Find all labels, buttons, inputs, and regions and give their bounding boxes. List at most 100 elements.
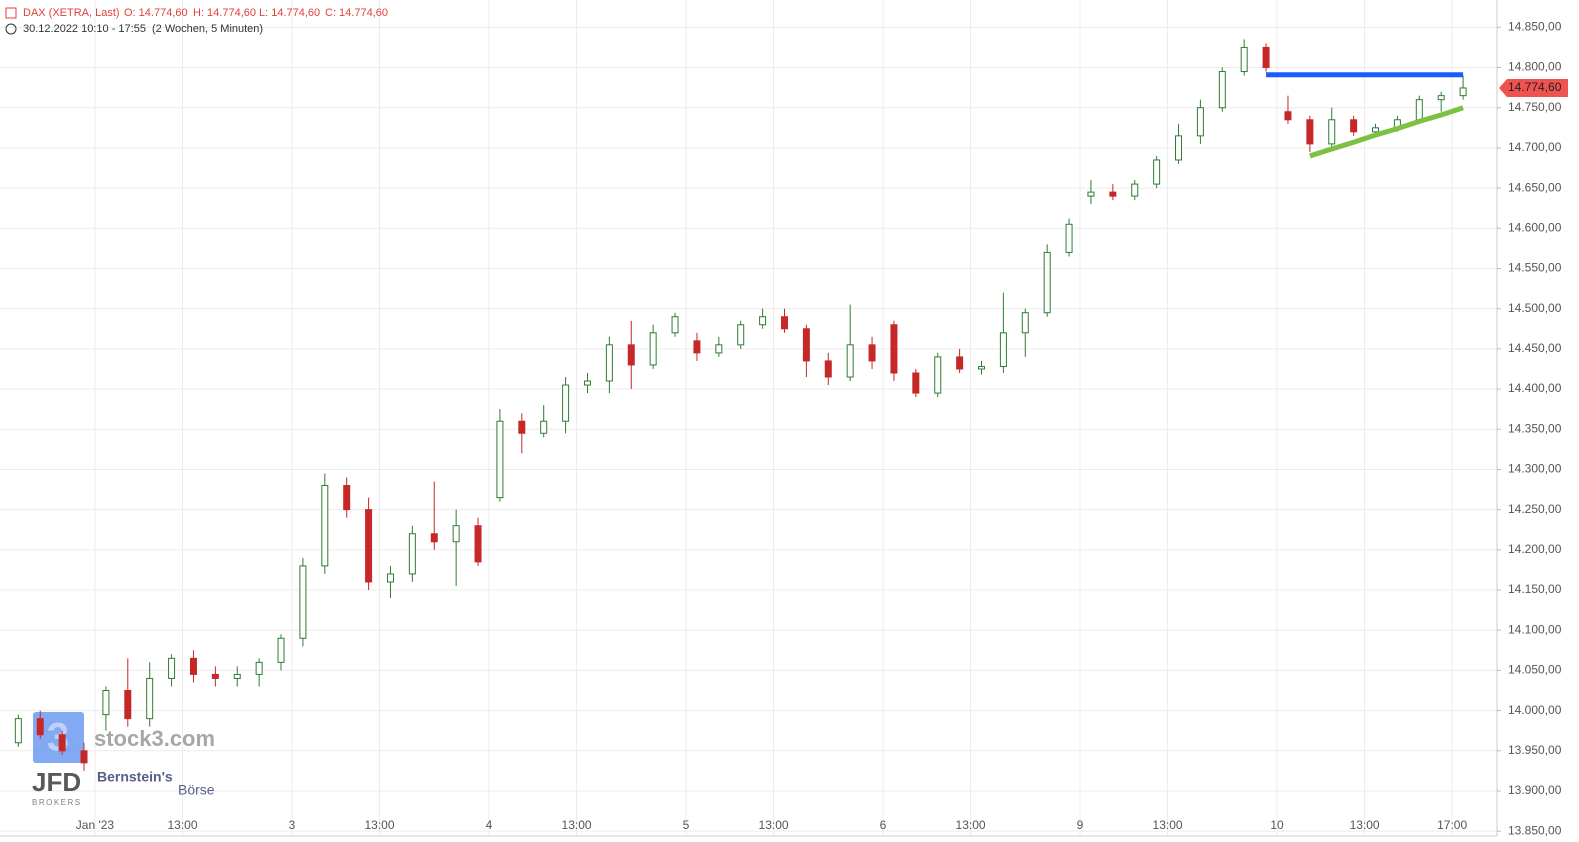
x-tick-label: 5 xyxy=(683,818,690,832)
candle-body xyxy=(978,366,986,370)
candle-body xyxy=(824,360,832,378)
candle-body xyxy=(956,356,964,370)
candle-body xyxy=(518,420,526,434)
y-tick-label: 13.900,00 xyxy=(1508,783,1562,797)
candle-body xyxy=(868,344,876,362)
candle-body xyxy=(890,324,898,374)
candle-body xyxy=(540,420,548,434)
clock-icon xyxy=(5,23,17,35)
candle-body xyxy=(671,316,679,334)
instrument: DAX (XETRA, Last) xyxy=(23,7,120,19)
candle-body xyxy=(1415,99,1423,121)
trend-line xyxy=(1309,105,1464,159)
candle-body xyxy=(737,324,745,346)
candle-body xyxy=(759,316,767,326)
x-tick-label: 13:00 xyxy=(759,818,789,832)
candle-body xyxy=(474,525,482,563)
candle-body xyxy=(80,750,88,764)
candle-body xyxy=(999,332,1007,368)
candle-body xyxy=(408,533,416,575)
candle-body xyxy=(146,677,154,720)
candle-body xyxy=(1109,191,1117,197)
candle-body xyxy=(627,344,635,366)
y-tick-label: 14.850,00 xyxy=(1508,20,1562,34)
candle-body xyxy=(233,673,241,679)
candle-body xyxy=(605,344,613,382)
candle-body xyxy=(386,573,394,583)
candle-body xyxy=(649,332,657,366)
x-tick-label: 13:00 xyxy=(1350,818,1380,832)
x-tick-label: 13:00 xyxy=(562,818,592,832)
candle-body xyxy=(452,525,460,543)
candle-body xyxy=(1459,87,1467,97)
candle-body xyxy=(168,657,176,679)
broker-sub: BROKERS xyxy=(32,798,82,807)
y-tick-label: 14.000,00 xyxy=(1508,703,1562,717)
candle-body xyxy=(802,328,810,362)
candle-body xyxy=(1262,46,1270,69)
candle-body xyxy=(715,344,723,354)
candle-body xyxy=(189,657,197,675)
x-tick-label: 10 xyxy=(1270,818,1284,832)
y-tick-label: 14.100,00 xyxy=(1508,622,1562,636)
x-tick-label: 13:00 xyxy=(1153,818,1183,832)
y-tick-label: 14.200,00 xyxy=(1508,542,1562,556)
candle-body xyxy=(1043,251,1051,314)
candle-body xyxy=(1240,46,1248,73)
candle-body xyxy=(1372,127,1380,133)
candle-body xyxy=(14,718,22,744)
close-label: C: 14.774,60 xyxy=(325,7,388,19)
partner-name: Bernstein's xyxy=(97,769,173,785)
logo-box xyxy=(33,712,84,763)
chart-icon xyxy=(5,7,17,19)
x-tick-label: 6 xyxy=(880,818,887,832)
x-tick-label: 13:00 xyxy=(956,818,986,832)
x-tick-label: 9 xyxy=(1077,818,1084,832)
site-name: stock3.com xyxy=(94,726,215,751)
x-tick-label: 4 xyxy=(486,818,493,832)
candle-body xyxy=(430,533,438,543)
x-tick-label: 13:00 xyxy=(365,818,395,832)
y-tick-label: 14.400,00 xyxy=(1508,381,1562,395)
candle-body xyxy=(211,673,219,679)
y-tick-label: 14.600,00 xyxy=(1508,220,1562,234)
x-tick-label: 3 xyxy=(289,818,296,832)
candle-body xyxy=(1284,111,1292,121)
candle-body xyxy=(1350,119,1358,133)
grid xyxy=(0,0,1497,836)
candle-body xyxy=(1087,191,1095,197)
candle-body xyxy=(1196,107,1204,137)
candle-body xyxy=(1175,135,1183,161)
y-tick-label: 14.350,00 xyxy=(1508,421,1562,435)
broker-name: JFD xyxy=(32,767,81,797)
candle-body xyxy=(562,384,570,422)
y-tick-label: 13.950,00 xyxy=(1508,743,1562,757)
y-tick-label: 14.700,00 xyxy=(1508,140,1562,154)
y-tick-label: 14.150,00 xyxy=(1508,582,1562,596)
candle-body xyxy=(934,356,942,394)
candle-body xyxy=(496,420,504,499)
x-tick-label: Jan '23 xyxy=(76,818,115,832)
y-tick-label: 14.050,00 xyxy=(1508,663,1562,677)
candle-body xyxy=(1065,223,1073,253)
candle-body xyxy=(299,565,307,639)
last-price-tag xyxy=(1499,78,1568,97)
candle-body xyxy=(693,340,701,354)
candle-body xyxy=(365,509,373,583)
candle-body xyxy=(321,485,329,567)
last-price-label: 14.774,60 xyxy=(1508,80,1562,94)
candle-body xyxy=(343,485,351,511)
candle-body xyxy=(1131,183,1139,197)
candle-body xyxy=(912,372,920,394)
period: (2 Wochen, 5 Minuten) xyxy=(152,23,263,35)
candle-body xyxy=(1021,312,1029,334)
candle-body xyxy=(1437,95,1445,101)
candle-body xyxy=(277,637,285,663)
high-label: H: 14.774,60 xyxy=(193,7,256,19)
candle-body xyxy=(583,380,591,386)
candle-body xyxy=(58,734,66,752)
candle-body xyxy=(1218,71,1226,109)
candle-body xyxy=(102,690,110,716)
